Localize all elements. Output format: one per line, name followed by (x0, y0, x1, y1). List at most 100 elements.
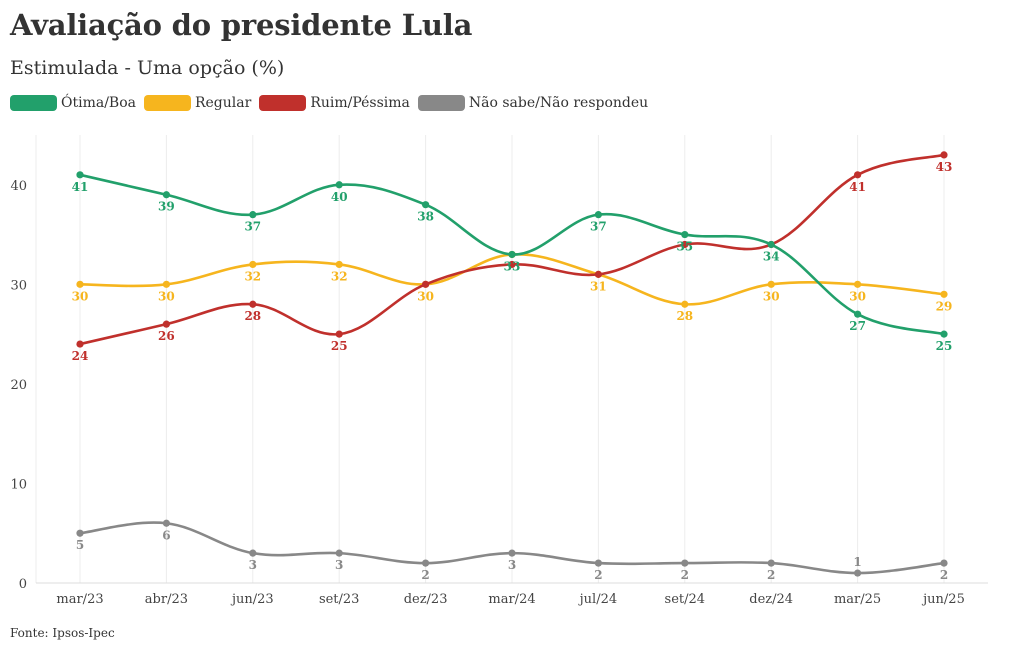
data-point-regular-abr-23 (162, 280, 170, 288)
legend-label-regular: Regular (194, 95, 252, 111)
data-point-nao-sabe-nao-respondeu-dez-24 (767, 559, 775, 567)
y-tick-label-10: 10 (10, 477, 27, 492)
data-point-nao-sabe-nao-respondeu-dez-23 (422, 559, 430, 567)
data-point-ruim-pessima-mar-24 (508, 260, 516, 269)
data-label-ruim-pessima-jun-25: 43 (936, 160, 953, 174)
data-label-regular-mar-25: 30 (849, 289, 866, 303)
x-tick-label-set-24: set/24 (665, 592, 706, 607)
chart-subtitle: Estimulada - Uma opção (%) (10, 57, 285, 79)
data-point-regular-jun-23 (249, 260, 257, 269)
y-tick-label-20: 20 (10, 378, 27, 393)
data-label-otima-boa-abr-23: 39 (158, 200, 175, 214)
data-label-ruim-pessima-jun-23: 28 (244, 309, 261, 323)
data-point-ruim-pessima-jun-23 (249, 300, 257, 308)
data-label-ruim-pessima-mar-23: 24 (72, 349, 89, 363)
data-point-otima-boa-dez-24 (767, 240, 775, 249)
data-point-nao-sabe-nao-respondeu-mar-25 (854, 569, 862, 577)
data-point-otima-boa-mar-23 (76, 171, 84, 179)
data-point-otima-boa-jul-24 (594, 211, 603, 219)
data-point-regular-mar-25 (854, 280, 862, 288)
data-point-regular-set-24 (681, 300, 689, 308)
data-point-nao-sabe-nao-respondeu-mar-24 (508, 549, 516, 557)
y-tick-label-30: 30 (10, 278, 27, 293)
data-label-nao-sabe-nao-respondeu-dez-23: 2 (421, 568, 429, 582)
legend-label-ruim-pessima: Ruim/Péssima (310, 95, 410, 111)
data-point-nao-sabe-nao-respondeu-abr-23 (162, 519, 170, 527)
x-tick-label-mar-23: mar/23 (56, 592, 103, 607)
data-label-nao-sabe-nao-respondeu-jun-25: 2 (940, 568, 948, 582)
legend-item-regular[interactable]: Regular (143, 95, 252, 111)
chart-title: Avaliação do presidente Lula (10, 8, 473, 42)
data-point-ruim-pessima-set-23 (335, 330, 343, 338)
legend-label-otima-boa: Ótima/Boa (61, 95, 136, 111)
x-tick-label-mar-25: mar/25 (834, 592, 881, 607)
data-point-nao-sabe-nao-respondeu-set-24 (681, 559, 689, 567)
data-point-regular-dez-24 (767, 280, 775, 288)
data-label-nao-sabe-nao-respondeu-mar-24: 3 (508, 558, 516, 572)
legend-swatch-ruim-pessima (259, 95, 307, 111)
legend-item-otima-boa[interactable]: Ótima/Boa (10, 95, 136, 111)
data-label-regular-dez-24: 30 (763, 289, 780, 303)
data-point-ruim-pessima-dez-23 (422, 280, 430, 288)
x-tick-label-dez-24: dez/24 (749, 592, 793, 607)
legend-label-nao-sabe: Não sabe/Não respondeu (468, 95, 649, 111)
data-label-otima-boa-jun-25: 25 (936, 339, 953, 353)
data-point-otima-boa-abr-23 (162, 191, 170, 199)
data-label-otima-boa-dez-24: 34 (763, 250, 780, 264)
legend-swatch-otima-boa (10, 95, 57, 111)
data-point-nao-sabe-nao-respondeu-set-23 (335, 549, 343, 557)
legend-item-nao-sabe[interactable]: Não sabe/Não respondeu (417, 95, 649, 111)
data-label-nao-sabe-nao-respondeu-abr-23: 6 (162, 528, 170, 542)
data-label-nao-sabe-nao-respondeu-set-24: 2 (681, 568, 689, 582)
data-label-nao-sabe-nao-respondeu-set-23: 3 (335, 558, 343, 572)
data-label-regular-set-23: 32 (331, 269, 348, 283)
data-label-regular-mar-23: 30 (72, 289, 89, 303)
legend-swatch-regular (143, 95, 191, 111)
data-label-otima-boa-mar-23: 41 (72, 180, 89, 194)
x-tick-label-jul-24: jul/24 (578, 592, 617, 607)
data-point-ruim-pessima-abr-23 (162, 320, 170, 328)
data-label-nao-sabe-nao-respondeu-jul-24: 2 (594, 568, 602, 582)
data-point-otima-boa-jun-23 (249, 211, 257, 219)
data-point-otima-boa-mar-25 (854, 310, 862, 318)
data-label-otima-boa-mar-25: 27 (849, 319, 866, 333)
x-tick-label-abr-23: abr/23 (145, 592, 188, 607)
data-label-otima-boa-jul-24: 37 (590, 220, 607, 234)
data-point-ruim-pessima-mar-25 (854, 171, 862, 179)
data-label-regular-jun-25: 29 (936, 299, 953, 313)
data-label-nao-sabe-nao-respondeu-mar-25: 1 (853, 555, 861, 569)
data-label-ruim-pessima-set-23: 25 (331, 339, 348, 353)
data-label-otima-boa-set-24: 35 (676, 240, 693, 254)
data-label-regular-dez-23: 30 (417, 289, 434, 303)
data-point-ruim-pessima-jun-25 (940, 151, 948, 159)
y-tick-label-40: 40 (10, 179, 27, 194)
data-label-regular-jun-23: 32 (244, 269, 261, 283)
data-label-nao-sabe-nao-respondeu-mar-23: 5 (76, 538, 84, 552)
y-tick-label-0: 0 (19, 577, 27, 592)
data-point-otima-boa-set-23 (335, 181, 343, 189)
data-point-ruim-pessima-set-24 (681, 240, 689, 249)
data-label-ruim-pessima-abr-23: 26 (158, 329, 175, 343)
data-point-otima-boa-dez-23 (422, 201, 430, 209)
data-label-regular-jul-24: 31 (590, 279, 607, 293)
legend-swatch-nao-sabe (417, 95, 465, 111)
data-label-nao-sabe-nao-respondeu-jun-23: 3 (249, 558, 257, 572)
data-label-regular-set-24: 28 (676, 309, 693, 323)
x-tick-label-dez-23: dez/23 (404, 592, 448, 607)
x-tick-label-jun-25: jun/25 (921, 592, 965, 607)
data-point-otima-boa-mar-24 (508, 250, 516, 259)
legend-item-ruim-pessima[interactable]: Ruim/Péssima (259, 95, 410, 111)
data-label-regular-abr-23: 30 (158, 289, 175, 303)
data-label-otima-boa-dez-23: 38 (417, 210, 434, 224)
data-point-regular-jun-25 (940, 290, 948, 298)
data-label-otima-boa-jun-23: 37 (244, 220, 261, 234)
line-chart: 0 10 20 30 40 mar/23 abr/23 jun/23 set/23 dez/23 m… (10, 135, 988, 607)
data-point-nao-sabe-nao-respondeu-jul-24 (594, 559, 603, 567)
source-note: Fonte: Ipsos-Ipec (10, 626, 115, 640)
data-point-regular-mar-23 (76, 280, 84, 288)
data-point-otima-boa-jun-25 (940, 330, 948, 338)
data-point-ruim-pessima-mar-23 (76, 340, 84, 348)
x-tick-label-jun-23: jun/23 (230, 592, 274, 607)
data-point-nao-sabe-nao-respondeu-jun-25 (940, 559, 948, 567)
data-point-regular-set-23 (335, 260, 343, 269)
